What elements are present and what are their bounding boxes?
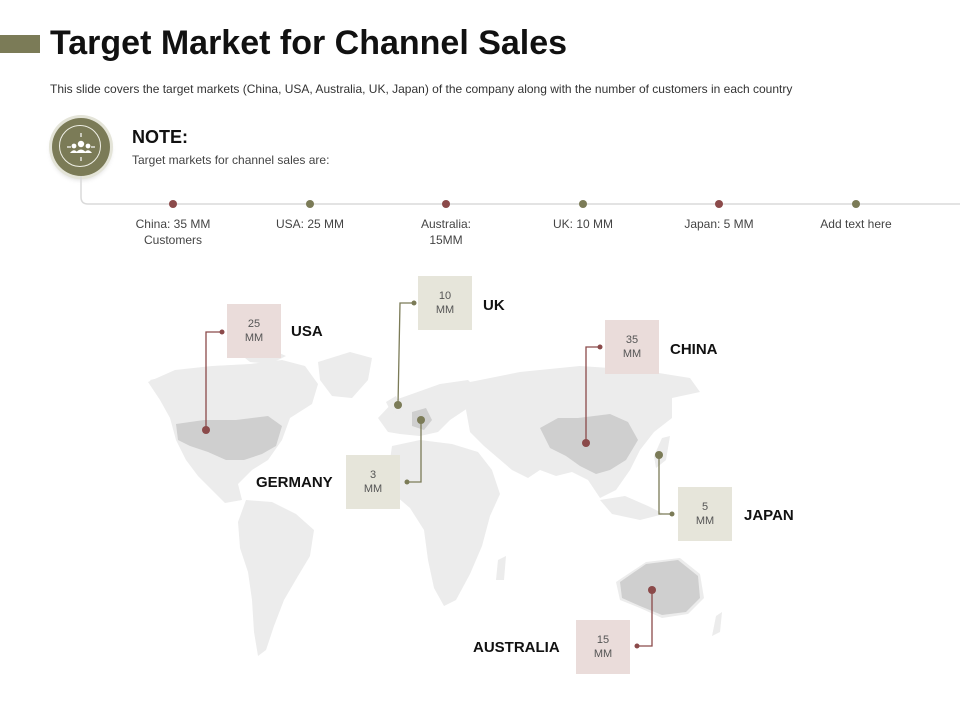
china-label: CHINA	[670, 341, 718, 358]
australia-label: AUSTRALIA	[473, 639, 560, 656]
note-text: Target markets for channel sales are:	[132, 153, 330, 167]
uk-label: UK	[483, 297, 505, 314]
uk-value-box: 10 MM	[418, 276, 472, 330]
uk-leader-line	[397, 302, 414, 406]
germany-point-end	[404, 479, 410, 485]
germany-label: GERMANY	[256, 474, 333, 491]
timeline-item-usa: USA: 25 MM	[275, 217, 344, 231]
australia-highlight	[620, 560, 700, 615]
china-value-box: 35 MM	[605, 320, 659, 374]
timeline-item-china: China: 35 MM Customers	[135, 217, 211, 247]
timeline-item-australia: Australia: 15MM	[420, 217, 472, 247]
africa-landmass	[388, 440, 500, 606]
japan-label: JAPAN	[744, 507, 794, 524]
new-zealand-landmass	[712, 612, 722, 636]
uk-point-end	[411, 300, 417, 306]
germany-leader-line	[407, 420, 422, 483]
australia-point	[648, 586, 656, 594]
australia-value-box: 15 MM	[576, 620, 630, 674]
timeline-item-japan: Japan: 5 MM	[684, 217, 754, 231]
note-badge	[52, 118, 110, 176]
alaska-landmass	[150, 374, 178, 396]
europe-landmass	[378, 380, 480, 436]
page-title: Target Market for Channel Sales	[50, 24, 568, 62]
people-target-icon	[67, 133, 95, 161]
page-subtitle: This slide covers the target markets (Ch…	[50, 82, 793, 96]
usa-value-box: 25 MM	[227, 304, 281, 358]
usa-point-end	[219, 329, 225, 335]
usa-label: USA	[291, 323, 323, 340]
japan-point	[655, 451, 663, 459]
south-america-landmass	[238, 500, 314, 656]
japan-landmass	[654, 436, 670, 468]
germany-value-box: 3 MM	[346, 455, 400, 509]
note-title: NOTE:	[132, 127, 188, 147]
southeast-asia-islands	[600, 496, 664, 520]
usa-leader-line	[205, 331, 222, 430]
australia-leader-line	[637, 590, 653, 647]
usa-point	[202, 426, 210, 434]
australia-point-end	[634, 643, 640, 649]
uk-point	[394, 401, 402, 409]
china-leader-line	[585, 346, 600, 443]
china-point-end	[597, 344, 603, 350]
greenland-landmass	[318, 352, 372, 398]
madagascar-landmass	[496, 556, 506, 580]
japan-value-box: 5 MM	[678, 487, 732, 541]
germany-point	[417, 416, 425, 424]
timeline-item-uk: UK: 10 MM	[552, 217, 613, 231]
japan-leader-line	[658, 455, 672, 515]
usa-highlight	[176, 416, 282, 460]
title-accent-bar	[0, 35, 40, 53]
timeline-item-add-text: Add text here	[820, 217, 892, 231]
japan-point-end	[669, 511, 675, 517]
china-point	[582, 439, 590, 447]
